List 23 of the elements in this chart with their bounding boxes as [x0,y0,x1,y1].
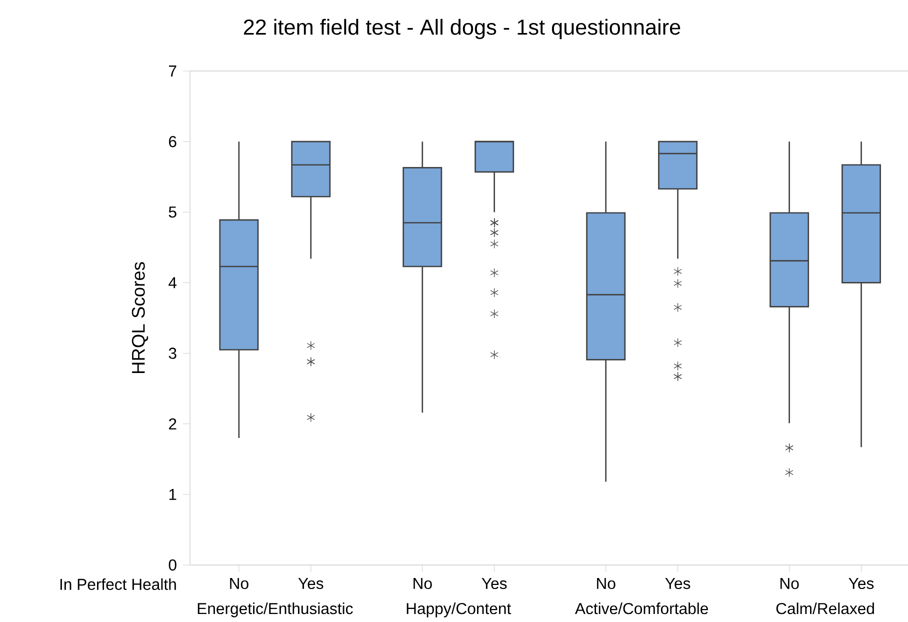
x-tick-label: No [597,578,616,590]
y-tick-label: 1 [169,488,176,500]
text: Happy/Content [406,602,512,618]
y-axis-title: HRQL Scores [132,262,148,374]
chart-title: 22 item field test - All dogs - 1st questionnaire [244,18,680,40]
x-tick-label: Yes [665,578,690,590]
y-tick-label: 6 [169,136,176,148]
x-tick-label: No [230,578,248,590]
y-tick-label: 4 [168,277,177,288]
x-tick-label: Yes [482,578,507,590]
x-tick-label: Yes [848,578,874,590]
y-tick-label: 7 [169,66,176,76]
text: Active/Comfortable [574,602,708,614]
text: Calm/Relaxed [776,602,874,614]
y-tick-label: 3 [168,348,176,359]
x-tick-label: Yes [298,578,324,590]
x-tick-label: No [780,578,799,590]
y-tick-label: 2 [168,418,176,430]
y-tick-label: 5 [168,206,176,218]
y-tick-label: 0 [168,559,176,571]
x-tick-label: No [414,578,432,590]
text: In Perfect Health [60,578,176,590]
text: Energetic/Enthusiastic [198,602,353,618]
